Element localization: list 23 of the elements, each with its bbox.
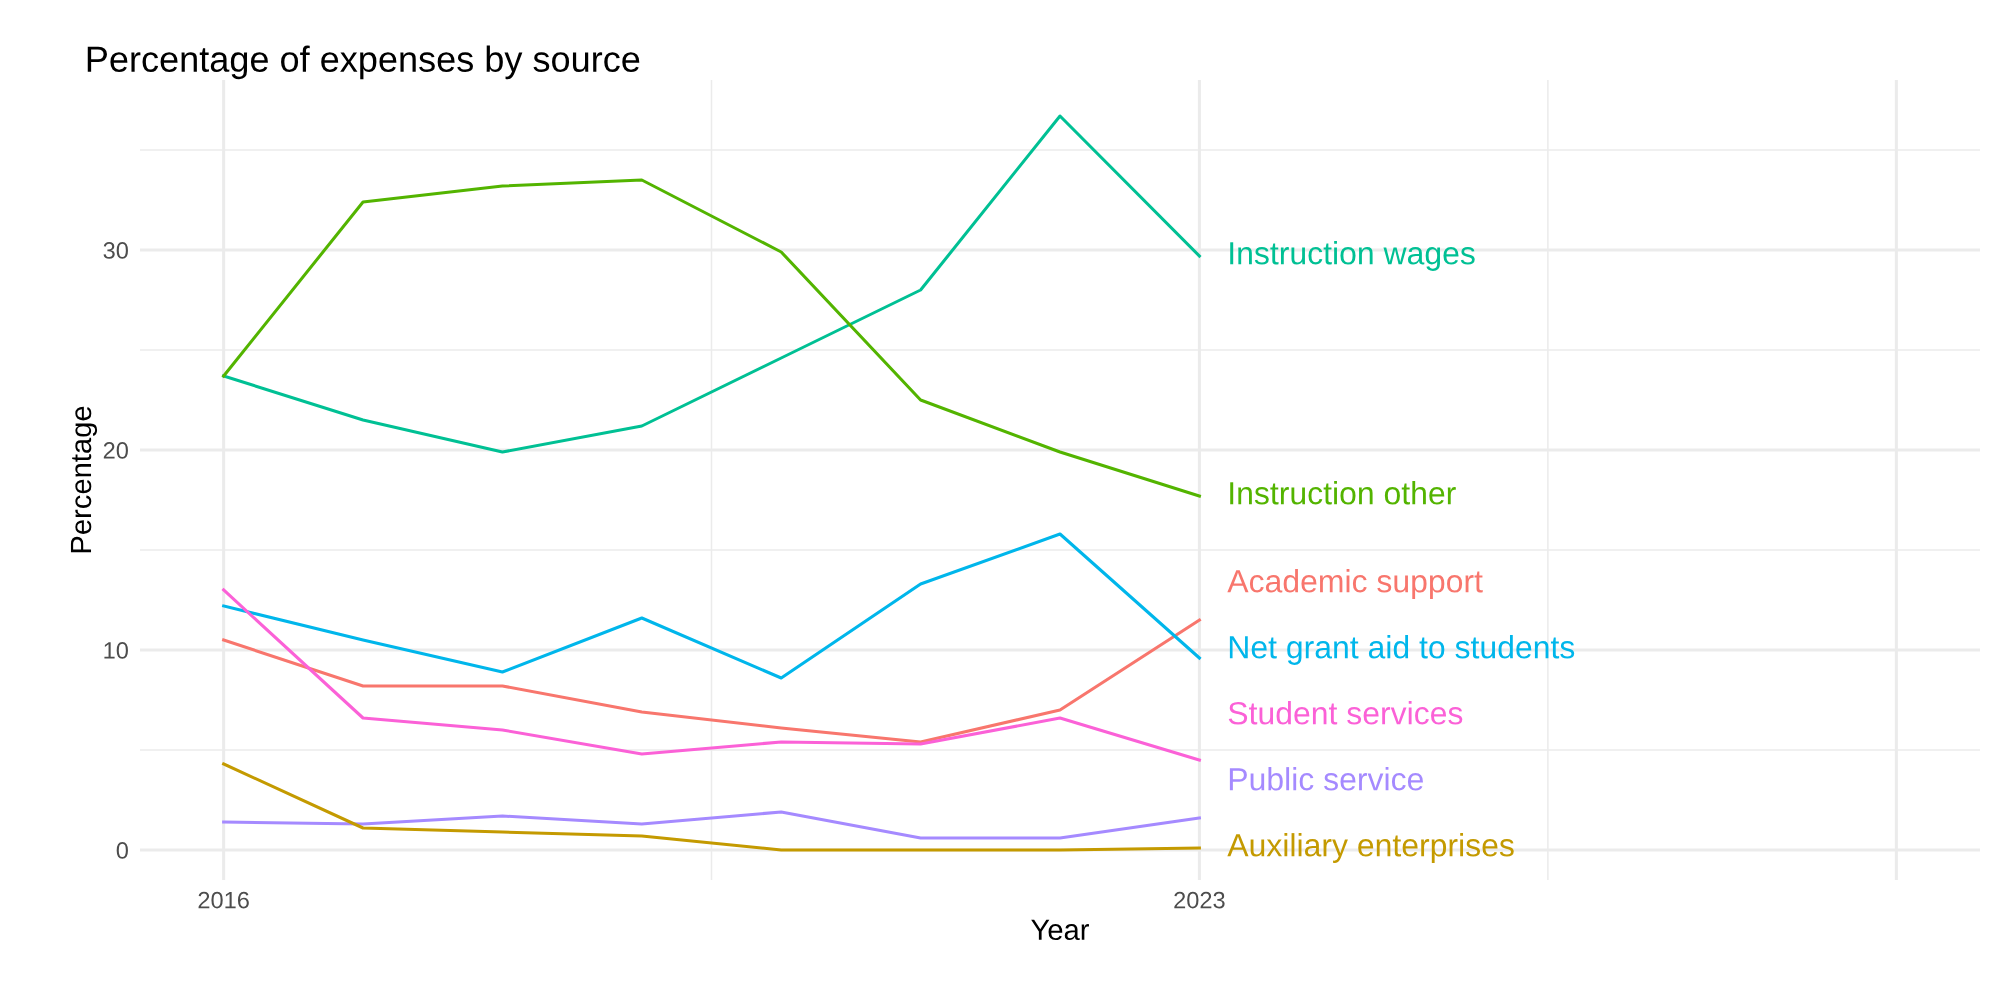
line-series [222, 114, 1201, 454]
y-tick-label: 20 [103, 442, 128, 459]
y-tick-label: 10 [104, 642, 128, 659]
line-series [222, 762, 1201, 852]
y-tick-label: 30 [103, 242, 128, 259]
line-series [222, 618, 1201, 744]
line-series [222, 178, 1201, 498]
x-tick-label: 2016 [198, 891, 249, 909]
series-label: Net grant aid to students [1229, 635, 1575, 665]
series-label: Auxiliary enterprises [1227, 833, 1514, 863]
series-label: Instruction wages [1230, 241, 1475, 271]
series-label: Public service [1229, 767, 1423, 791]
series-label: Student services [1228, 701, 1463, 725]
x-tick-label: 2023 [1174, 891, 1225, 909]
y-tick-label: 0 [116, 842, 128, 859]
y-axis-title: Percentage [70, 406, 98, 553]
x-axis-title: Year [1031, 919, 1089, 941]
series-label: Academic support [1227, 569, 1483, 599]
series-label: Instruction other [1230, 481, 1456, 505]
line-series [222, 588, 1201, 762]
line-series [222, 532, 1201, 680]
chart-title: Percentage of expenses by source [87, 45, 640, 80]
line-series [222, 810, 1201, 840]
